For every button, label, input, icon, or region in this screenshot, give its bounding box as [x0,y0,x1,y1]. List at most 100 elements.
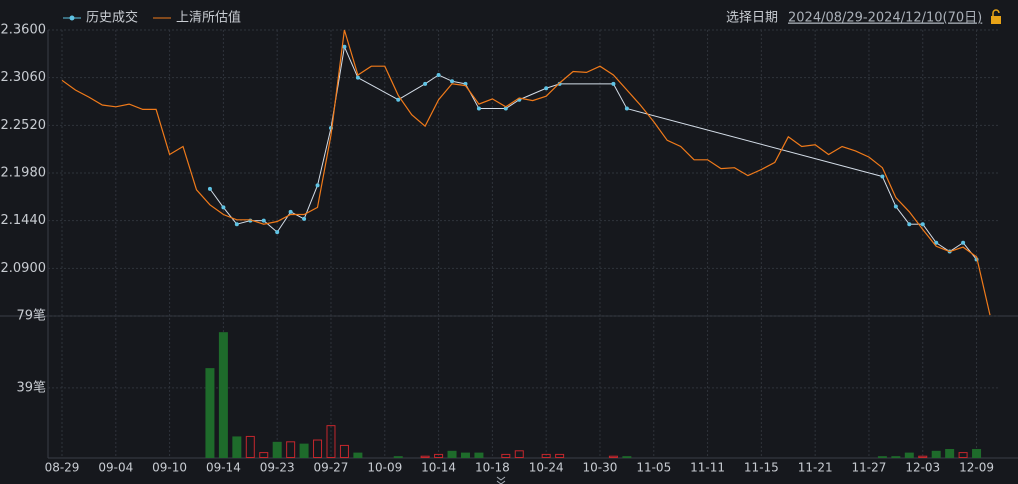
volume-bar [877,456,887,458]
series-marker [288,209,293,214]
y-tick-label: 2.2520 [1,118,47,133]
series-line [61,29,991,316]
volume-bar [339,444,349,459]
series-segment [895,206,910,225]
series-marker [544,86,549,91]
series-segment [357,77,399,101]
volume-bar [972,449,982,458]
series-marker [503,106,508,111]
volume-bar [608,455,618,459]
series-marker [396,97,401,102]
x-tick-label: 10-18 [475,461,510,475]
series-marker [315,183,320,188]
volume-bar [904,452,914,458]
x-tick-label: 10-30 [583,461,618,475]
series-segment [922,223,937,244]
volume-bar [958,452,968,459]
series-marker [893,204,898,209]
series-marker [961,240,966,245]
volume-bar [514,450,524,458]
x-tick-label: 10-24 [529,461,564,475]
volume-bar [299,443,309,458]
series-marker [436,73,441,78]
x-tick-label: 09-27 [314,461,349,475]
lock-body [991,16,1001,24]
volume-bar [272,441,282,458]
series-marker [463,81,468,86]
volume-bar [474,452,484,458]
legend-label[interactable]: 上清所估值 [176,10,241,26]
series-marker [920,222,925,227]
volume-bar [555,453,565,458]
y-tick-label: 2.1980 [1,166,47,181]
date-range[interactable]: 2024/08/29-2024/12/10(70日) [788,11,982,26]
x-tick-label: 11-11 [690,461,725,475]
volume-bar [541,453,551,458]
series-marker [342,44,347,49]
volume-bar [447,450,457,458]
volume-bar [326,425,336,458]
series-segment [397,83,426,101]
y-tick-label: 2.3600 [1,23,47,38]
expand-icon[interactable] [496,476,506,484]
y-tick-label: 39笔 [16,379,46,395]
series-segment [438,74,453,82]
x-tick-label: 11-21 [798,461,833,475]
y-tick-label: 2.3060 [1,70,47,85]
volume-bar [891,456,901,458]
series-segment [343,46,359,78]
series-marker [423,81,428,86]
series-marker [261,218,266,223]
series-marker [221,205,226,210]
volume-bar [286,441,296,458]
series-segment [317,127,332,186]
y-tick-label: 2.0900 [1,261,47,276]
volume-bar [945,449,955,458]
series-marker [907,222,912,227]
volume-bar [622,456,632,458]
series-marker [355,75,360,80]
series-marker [611,81,616,86]
series-marker [934,240,939,245]
series-marker [234,222,239,227]
series-marker [450,79,455,84]
series-marker [624,106,629,111]
x-tick-label: 12-09 [959,461,994,475]
x-tick-label: 08-29 [45,461,80,475]
series-segment [881,176,897,207]
volume-bar [420,455,430,459]
volume-bar [931,450,941,458]
x-tick-label: 12-03 [905,461,940,475]
series-segment [612,83,628,109]
series-marker [476,106,481,111]
x-tick-label: 09-10 [152,461,187,475]
x-tick-label: 10-09 [367,461,402,475]
volume-bar [918,455,928,459]
x-tick-label: 11-05 [636,461,671,475]
series-marker [275,230,280,235]
volume-bar [218,332,228,458]
legend-marker [69,15,75,21]
y-tick-label: 79笔 [16,308,46,324]
series-segment [519,87,547,101]
legend-label[interactable]: 历史成交 [86,10,138,26]
x-tick-label: 11-27 [852,461,887,475]
legend: 历史成交 上清所估值 [63,10,241,26]
date-label: 选择日期 [726,11,778,26]
series-segment [290,211,305,220]
lock-shackle [992,9,1000,16]
series-marker [302,216,307,221]
series-segment [424,74,439,85]
volume-bar [501,453,511,458]
series-segment [626,108,883,178]
lock-icon[interactable] [991,9,1001,24]
series-segment [451,80,466,85]
volume-bar [245,435,255,459]
x-tick-label: 09-14 [206,461,241,475]
volume-bar [434,453,444,458]
series-segment [505,99,520,109]
volume-bar [205,368,215,458]
volume-bar [232,436,242,458]
